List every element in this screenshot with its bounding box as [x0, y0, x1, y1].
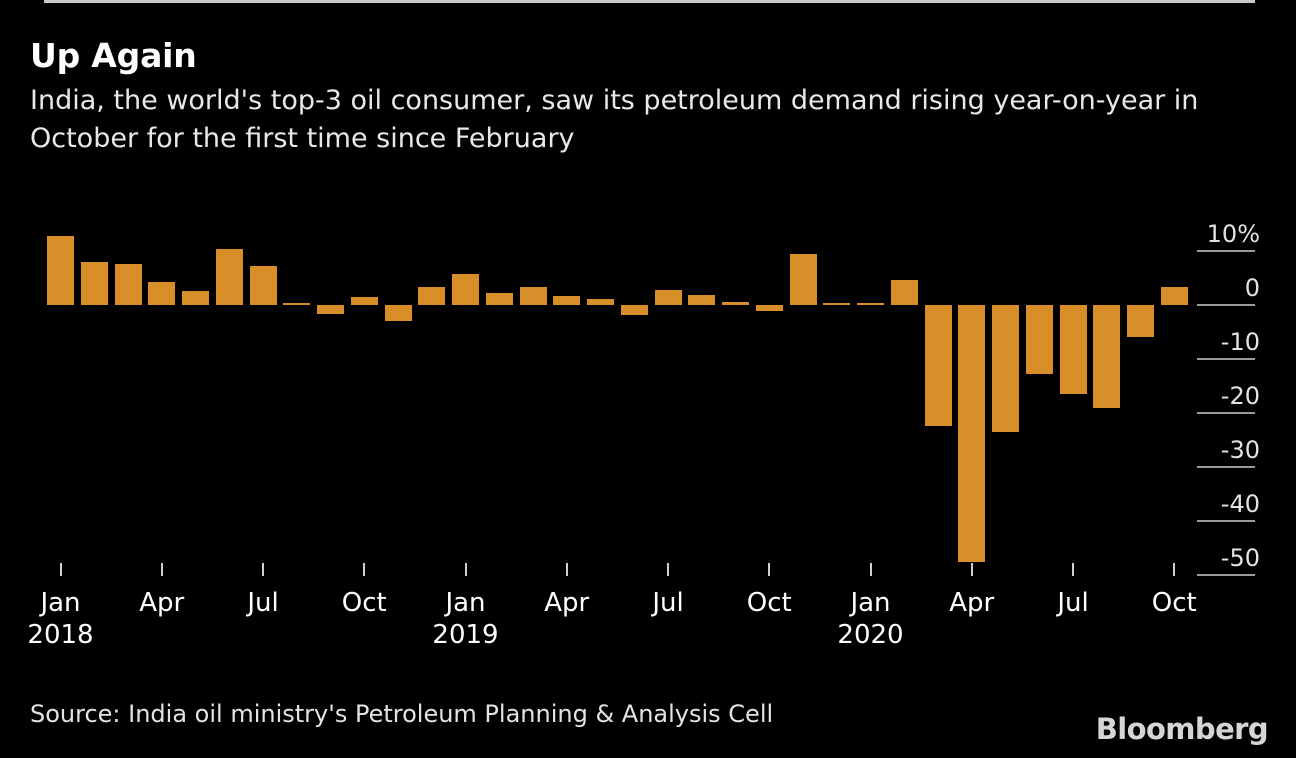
bar — [317, 305, 344, 314]
x-axis-label: Apr — [949, 588, 995, 618]
gridline-10 — [1197, 250, 1255, 252]
x-axis-tick — [1072, 563, 1074, 576]
chart-header: Up Again India, the world's top-3 oil co… — [30, 36, 1260, 158]
x-axis-label: Jul — [1057, 588, 1089, 618]
bar — [114, 263, 142, 305]
x-axis-tick — [565, 563, 568, 576]
bloomberg-logo: Bloomberg — [1095, 712, 1269, 746]
y-tick-label: -10 — [1220, 328, 1260, 356]
zero-baseline — [44, 0, 1255, 3]
bar — [857, 302, 884, 305]
bar — [350, 297, 378, 305]
x-axis-tick — [1173, 563, 1176, 576]
x-axis-tick — [363, 563, 366, 576]
bar — [249, 266, 277, 305]
bar — [47, 235, 74, 305]
bar — [755, 305, 783, 312]
bar — [215, 248, 243, 305]
chart-title: Up Again — [30, 36, 197, 75]
gridline-neg50 — [1197, 574, 1255, 576]
x-axis-tick — [464, 563, 467, 576]
bar — [1127, 305, 1154, 338]
x-axis-label: Jan 2019 — [432, 588, 499, 650]
y-tick-label: -40 — [1220, 490, 1260, 518]
bar — [418, 286, 446, 305]
x-axis-label: Jul — [652, 588, 684, 618]
x-axis-year-label: 2020 — [837, 620, 904, 650]
y-tick-label: -30 — [1220, 436, 1260, 464]
x-axis-label: Oct — [1151, 588, 1197, 618]
y-tick-label: 0 — [1244, 274, 1260, 302]
bar — [553, 296, 581, 305]
bar — [620, 305, 648, 315]
bar — [148, 282, 176, 305]
bar — [384, 305, 412, 322]
bar — [182, 290, 209, 305]
bar — [1025, 305, 1053, 375]
bar — [1093, 305, 1121, 408]
x-axis-label: Apr — [139, 588, 185, 618]
x-axis-tick — [970, 563, 973, 576]
y-tick-label: 10% — [1206, 220, 1260, 248]
bar — [1160, 286, 1188, 305]
x-axis-tick — [869, 563, 872, 576]
y-tick-label: -50 — [1220, 544, 1260, 572]
bar — [958, 305, 986, 563]
x-axis-year-label: 2019 — [432, 620, 499, 650]
y-tick-label: -20 — [1220, 382, 1260, 410]
bar — [1059, 305, 1087, 394]
bar — [654, 289, 682, 305]
source-note: Source: India oil ministry's Petroleum P… — [30, 700, 774, 728]
bar — [924, 305, 952, 426]
x-axis-tick — [59, 563, 62, 576]
bar — [452, 273, 479, 305]
x-axis-label: Jan 2018 — [27, 588, 94, 650]
x-axis-tick — [262, 563, 264, 576]
bar — [587, 298, 614, 305]
bar — [80, 261, 108, 305]
gridline-neg30 — [1197, 466, 1255, 468]
x-axis-year-label: 2018 — [27, 620, 94, 650]
gridline-0 — [1197, 304, 1255, 306]
bar — [992, 305, 1019, 432]
bar — [688, 295, 716, 305]
chart-subtitle: India, the world's top-3 oil consumer, s… — [30, 85, 1199, 154]
gridline-neg10 — [1197, 358, 1255, 360]
bar — [823, 302, 851, 305]
x-axis-label: Apr — [544, 588, 590, 618]
x-axis-label: Jul — [247, 588, 279, 618]
x-axis-tick — [667, 563, 669, 576]
bar — [890, 280, 918, 305]
gridline-neg40 — [1197, 520, 1255, 522]
x-axis-label: Oct — [746, 588, 792, 618]
gridline-neg20 — [1197, 412, 1255, 414]
x-axis-tick — [160, 563, 163, 576]
bar — [485, 293, 513, 305]
bar — [789, 254, 817, 305]
x-axis-tick — [768, 563, 771, 576]
bar — [519, 286, 547, 305]
x-axis-label: Jan 2020 — [837, 588, 904, 650]
bar — [722, 302, 749, 305]
x-axis-label: Oct — [341, 588, 387, 618]
bar — [283, 302, 311, 305]
